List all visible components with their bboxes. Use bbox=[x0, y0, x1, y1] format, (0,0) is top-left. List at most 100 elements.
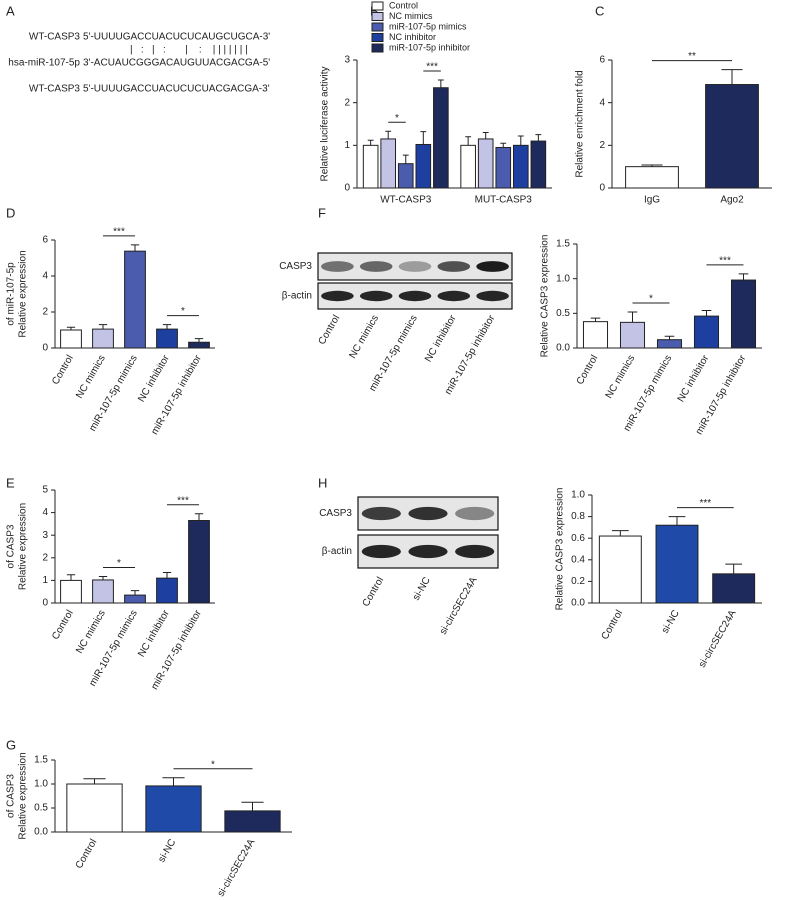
y-tick-label: 0.0 bbox=[556, 343, 570, 354]
y-tick-label: 4 bbox=[42, 507, 48, 518]
x-tick-label: NC inhibitor bbox=[676, 353, 712, 404]
error-bar bbox=[721, 69, 743, 85]
y-tick-label: 1.5 bbox=[34, 755, 48, 766]
y-tick-label: 2 bbox=[599, 140, 605, 151]
bar bbox=[512, 144, 529, 189]
sequence-name: hsa-miR-107-5p bbox=[8, 58, 80, 69]
y-tick-label: 3 bbox=[344, 55, 350, 66]
bar bbox=[362, 144, 379, 189]
blot-row-label: β-actin bbox=[322, 546, 352, 557]
x-tick-label: Ago2 bbox=[720, 195, 744, 206]
blot-band bbox=[455, 506, 495, 521]
bar bbox=[92, 579, 114, 604]
blot-lane-label: si-circSEC24A bbox=[438, 575, 480, 637]
blot-band bbox=[476, 261, 509, 272]
y-tick-label: 0.8 bbox=[571, 511, 585, 522]
x-tick-label: NC mimics bbox=[74, 608, 108, 655]
legend-label: miR-107-5p inhibitor bbox=[389, 42, 470, 52]
bar bbox=[655, 524, 699, 604]
significance-label: *** bbox=[699, 498, 711, 509]
bar bbox=[380, 138, 397, 189]
y-tick-label: 0.0 bbox=[571, 598, 585, 609]
error-bar bbox=[194, 338, 204, 343]
blot-band bbox=[455, 544, 495, 559]
legend-label: Control bbox=[389, 0, 418, 10]
blot-lane-label: NC mimics bbox=[347, 313, 381, 360]
error-bar bbox=[500, 142, 507, 148]
bar bbox=[530, 140, 547, 189]
legend-label: NC inhibitor bbox=[389, 32, 436, 42]
bar bbox=[460, 144, 476, 189]
x-tick-label: NC mimics bbox=[74, 353, 108, 400]
sequence-name: WT-CASP3 bbox=[29, 32, 81, 43]
error-bar bbox=[66, 574, 76, 581]
bar bbox=[598, 535, 642, 604]
y-axis-label: Relative expression bbox=[18, 752, 29, 839]
bar bbox=[188, 520, 210, 604]
x-tick-label: NC mimics bbox=[604, 353, 638, 400]
bar bbox=[66, 783, 123, 833]
bar bbox=[145, 785, 202, 833]
blot-band bbox=[361, 544, 401, 559]
bar bbox=[712, 573, 756, 604]
bar bbox=[656, 339, 683, 349]
bar bbox=[433, 87, 449, 189]
error-bar bbox=[66, 326, 76, 330]
y-tick-label: 2 bbox=[42, 552, 48, 563]
blot-lane-label: si-NC bbox=[411, 575, 433, 602]
error-bar bbox=[725, 563, 743, 574]
bar bbox=[124, 250, 146, 349]
y-tick-label: 2 bbox=[42, 307, 48, 318]
y-tick-label: 1.0 bbox=[556, 273, 570, 284]
significance-label: * bbox=[211, 759, 215, 770]
bar bbox=[495, 146, 512, 189]
error-bar bbox=[465, 136, 472, 146]
y-axis-label: of CASP3 bbox=[6, 524, 17, 568]
x-tick-label: Control bbox=[50, 608, 76, 641]
blot-band bbox=[359, 261, 393, 272]
panel-label: B bbox=[370, 3, 379, 18]
legend-swatch bbox=[371, 1, 384, 11]
error-bar bbox=[482, 132, 489, 139]
y-tick-label: 6 bbox=[42, 235, 48, 246]
error-bar bbox=[641, 164, 663, 167]
error-bar bbox=[367, 139, 374, 146]
y-tick-label: 0.5 bbox=[34, 803, 48, 814]
x-tick-label: si-circSEC24A bbox=[697, 608, 739, 670]
bar bbox=[188, 341, 210, 349]
error-bar bbox=[130, 590, 140, 596]
y-tick-label: 0 bbox=[599, 183, 605, 194]
bar bbox=[730, 279, 757, 349]
error-bar bbox=[437, 79, 444, 88]
error-bar bbox=[590, 317, 601, 322]
x-tick-label: Control bbox=[50, 353, 76, 386]
blot-band bbox=[361, 506, 401, 521]
blot-band bbox=[476, 290, 509, 302]
bar bbox=[415, 143, 432, 189]
legend-swatch bbox=[371, 12, 384, 21]
significance-label: ** bbox=[688, 51, 696, 62]
blot-band bbox=[437, 290, 471, 302]
error-bar bbox=[627, 311, 638, 323]
panel-label: C bbox=[595, 3, 604, 18]
y-axis-label: Relative expression bbox=[18, 503, 29, 590]
y-axis-label: Relative CASP3 expression bbox=[555, 488, 566, 611]
panel-label: A bbox=[6, 3, 15, 18]
y-tick-label: 6 bbox=[599, 55, 605, 66]
y-axis-label: Relative CASP3 expression bbox=[540, 235, 551, 358]
x-tick-label: NC inhibitor bbox=[136, 608, 172, 659]
bar bbox=[625, 166, 679, 189]
y-axis-label: Relative expression bbox=[18, 250, 29, 337]
error-bar bbox=[535, 134, 542, 142]
y-tick-label: 1 bbox=[344, 140, 350, 151]
significance-label: * bbox=[181, 306, 185, 317]
error-bar bbox=[241, 801, 264, 811]
error-bar bbox=[98, 576, 108, 580]
blot-lane-label: Control bbox=[361, 575, 387, 608]
error-bar bbox=[611, 530, 629, 537]
bar bbox=[156, 328, 178, 349]
bar bbox=[619, 321, 646, 349]
y-tick-label: 0.0 bbox=[34, 827, 48, 838]
